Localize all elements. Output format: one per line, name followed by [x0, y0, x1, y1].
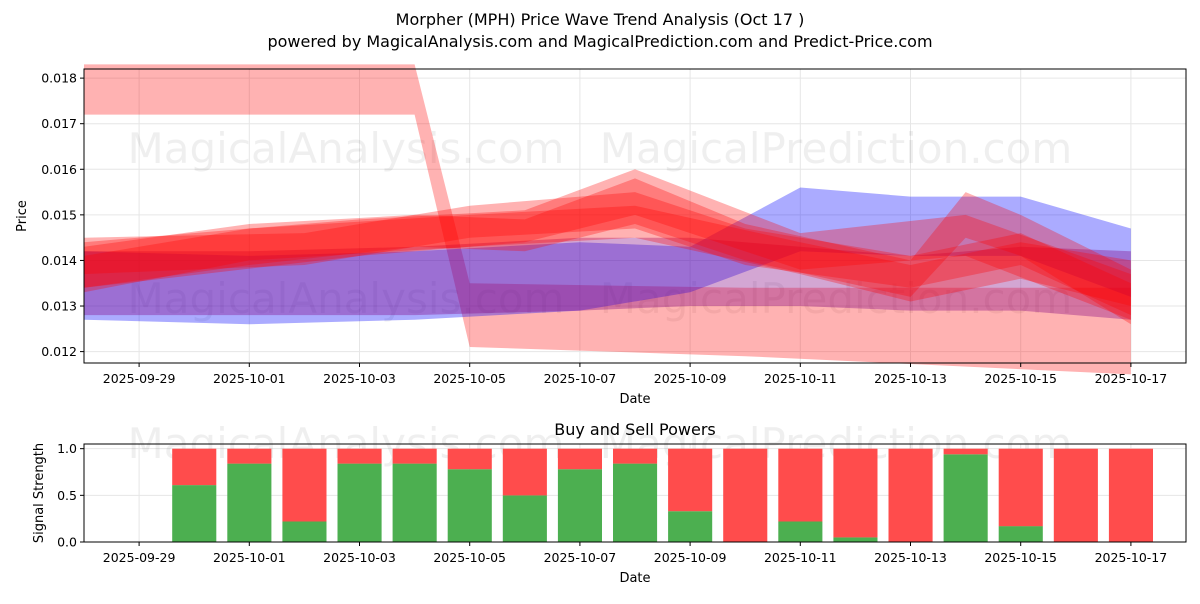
- buy-bar: [502, 495, 547, 542]
- buy-bar: [557, 469, 602, 542]
- sell-bar: [778, 448, 823, 522]
- signal-panel-title: Buy and Sell Powers: [554, 420, 716, 439]
- price-x-tick-label: 2025-09-29: [103, 371, 176, 386]
- price-x-axis-label: Date: [619, 392, 650, 407]
- sell-bar: [1108, 448, 1153, 542]
- price-x-tick-label: 2025-10-07: [544, 371, 617, 386]
- signal-y-tick-label: 1.0: [57, 441, 77, 456]
- sell-bar: [668, 448, 713, 512]
- signal-x-ticks: 2025-09-29 2025-10-01 2025-10-03 2025-10-05…: [103, 542, 1167, 565]
- sell-bar: [557, 448, 602, 470]
- price-y-axis-label: Price: [15, 200, 30, 232]
- buy-bar: [227, 463, 272, 542]
- signal-y-ticks: 0.0 0.5 1.0: [57, 441, 84, 550]
- buy-bar: [943, 454, 988, 542]
- price-plot-area: [84, 69, 1186, 363]
- price-grid: [84, 69, 1186, 363]
- watermark-analysis-mid: MagicalAnalysis.com: [128, 274, 565, 323]
- price-panel: MagicalAnalysis.com MagicalPrediction.co…: [15, 64, 1187, 407]
- sell-bar: [613, 448, 658, 464]
- price-x-tick-label: 2025-10-09: [654, 371, 727, 386]
- signal-y-tick-label: 0.5: [57, 488, 77, 503]
- sell-bar: [172, 448, 217, 486]
- buy-bar: [447, 469, 492, 542]
- price-y-tick-label: 0.015: [41, 207, 77, 222]
- signal-y-axis-label: Signal Strength: [32, 443, 47, 543]
- price-band-red-3: [84, 178, 1131, 325]
- buy-bar: [998, 526, 1043, 542]
- price-y-tick-label: 0.013: [41, 299, 77, 314]
- watermark-prediction-mid: MagicalPrediction.com: [600, 274, 1073, 323]
- sell-bar: [723, 448, 768, 542]
- buy-bar: [833, 537, 878, 542]
- price-band-purple-2: [84, 237, 1131, 320]
- signal-x-tick-label: 2025-10-07: [544, 550, 617, 565]
- price-x-tick-label: 2025-10-05: [433, 371, 506, 386]
- price-y-ticks: 0.012 0.013 0.014 0.015 0.016 0.017 0.018: [41, 71, 84, 359]
- price-plot-frame: [83, 68, 1187, 364]
- sell-bar: [337, 448, 382, 464]
- signal-plot-frame: [83, 443, 1187, 543]
- chart-title: Morpher (MPH) Price Wave Trend Analysis …: [396, 10, 805, 29]
- signal-x-tick-label: 2025-09-29: [103, 550, 176, 565]
- price-band-red-4: [84, 192, 1131, 316]
- price-y-tick-label: 0.014: [41, 253, 77, 268]
- signal-x-tick-label: 2025-10-09: [654, 550, 727, 565]
- sell-bar: [998, 448, 1043, 527]
- signal-y-tick-label: 0.0: [57, 535, 77, 550]
- price-x-tick-label: 2025-10-13: [874, 371, 947, 386]
- price-x-tick-label: 2025-10-01: [213, 371, 286, 386]
- price-y-tick-label: 0.016: [41, 162, 77, 177]
- signal-x-axis-label: Date: [619, 571, 650, 586]
- signal-x-tick-label: 2025-10-15: [984, 550, 1057, 565]
- price-x-ticks: 2025-09-29 2025-10-01 2025-10-03 2025-10-05…: [103, 363, 1167, 386]
- sell-bar: [282, 448, 327, 522]
- buy-bar: [337, 463, 382, 542]
- sell-bar: [943, 448, 988, 455]
- price-band-red-0: [84, 64, 1131, 375]
- price-band-blue-1: [84, 187, 1131, 325]
- price-x-tick-label: 2025-10-11: [764, 371, 837, 386]
- chart-subtitle: powered by MagicalAnalysis.com and Magic…: [267, 32, 932, 51]
- signal-x-tick-label: 2025-10-01: [213, 550, 286, 565]
- sell-bar: [392, 448, 437, 464]
- sell-bar: [833, 448, 878, 538]
- signal-bars: [172, 448, 1153, 542]
- sell-bar: [1053, 448, 1098, 542]
- price-x-tick-label: 2025-10-17: [1095, 371, 1168, 386]
- signal-x-tick-label: 2025-10-05: [433, 550, 506, 565]
- price-watermarks: MagicalAnalysis.com MagicalPrediction.co…: [128, 124, 1073, 323]
- signal-panel: Buy and Sell Powers MagicalAnalysis.com …: [32, 419, 1187, 586]
- signal-x-tick-label: 2025-10-11: [764, 550, 837, 565]
- signal-x-tick-label: 2025-10-17: [1095, 550, 1168, 565]
- watermark-prediction-top: MagicalPrediction.com: [600, 124, 1073, 173]
- sell-bar: [888, 448, 933, 542]
- price-x-tick-label: 2025-10-15: [984, 371, 1057, 386]
- sell-bar: [502, 448, 547, 496]
- price-y-tick-label: 0.012: [41, 344, 77, 359]
- price-y-tick-label: 0.017: [41, 116, 77, 131]
- buy-bar: [172, 485, 217, 542]
- buy-bar: [392, 463, 437, 542]
- price-y-tick-label: 0.018: [41, 71, 77, 86]
- price-band-red-6: [84, 205, 1131, 306]
- price-bands: [84, 64, 1131, 375]
- signal-x-tick-label: 2025-10-03: [323, 550, 396, 565]
- price-x-tick-label: 2025-10-03: [323, 371, 396, 386]
- buy-bar: [282, 521, 327, 542]
- signal-x-tick-label: 2025-10-13: [874, 550, 947, 565]
- sell-bar: [227, 448, 272, 464]
- buy-bar: [778, 521, 823, 542]
- buy-bar: [613, 463, 658, 542]
- sell-bar: [447, 448, 492, 470]
- price-band-red-5: [84, 169, 1131, 320]
- buy-bar: [668, 511, 713, 542]
- watermark-analysis-top: MagicalAnalysis.com: [128, 124, 565, 173]
